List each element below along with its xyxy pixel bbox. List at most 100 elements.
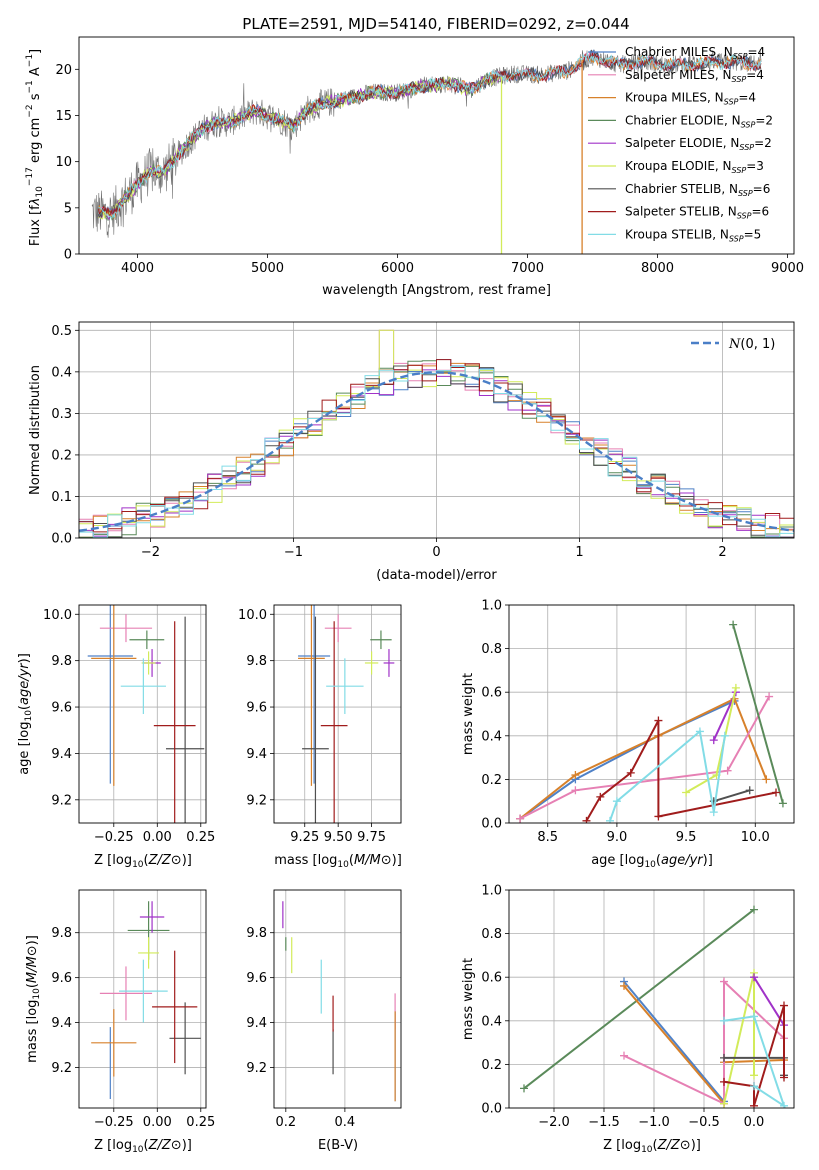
tick-label-y: 9.4 (246, 1016, 267, 1031)
legend-text: Salpeter MILES, N (625, 68, 732, 82)
label-part: −2 (25, 104, 35, 117)
series-line-kroupa-stelib (723, 1015, 786, 1108)
tick-label-y: 10.0 (238, 608, 267, 623)
label-part: log (621, 1138, 641, 1153)
point-marker (709, 808, 718, 817)
label-part: ( (25, 983, 40, 988)
tick-label-x: 9.75 (357, 830, 386, 845)
series-line-chabrier-stelib (713, 789, 750, 803)
tick-label-x: −1.0 (638, 1115, 670, 1130)
point-marker (709, 736, 718, 745)
label-part: 10 (132, 860, 144, 870)
point-marker (682, 788, 691, 797)
label-part: −1 (25, 80, 35, 93)
tick-label-y: 1.0 (481, 884, 502, 899)
legend-count: =6 (751, 205, 769, 219)
tick-label-y: 0.8 (481, 642, 502, 657)
legend-entry: Salpeter STELIB, NSSP=6 (625, 205, 769, 221)
point-marker (695, 727, 704, 736)
axis-label-y: age [log10(age/yr)] (17, 653, 34, 775)
legend-text: Salpeter STELIB, N (625, 205, 737, 219)
axis-label-x: Z [log10(Z/Z⊙)] (94, 1138, 192, 1155)
tick-label-y: 9.8 (51, 926, 72, 941)
tick-label-x: 7000 (511, 261, 544, 276)
label-part: )] (691, 1138, 701, 1153)
label-part: Z/Z⊙ (148, 1138, 182, 1153)
point-marker (762, 775, 771, 784)
point-marker (654, 716, 663, 725)
axis-label-x: Z [log10(Z/Z⊙)] (603, 1138, 701, 1155)
residuals-frame (78, 321, 795, 539)
axis-label-x: mass [log10(M/M⊙)] (274, 853, 402, 870)
label-part: age/yr (661, 853, 704, 868)
point-marker (750, 1071, 758, 1080)
point-marker (626, 768, 635, 777)
label-part: 10 (132, 1145, 144, 1155)
histogram-chabrier-miles (79, 359, 794, 538)
tick-label-x: 6000 (381, 261, 414, 276)
legend-count: =4 (738, 91, 756, 105)
label-part: Flux [f (28, 205, 43, 246)
label-part: log (625, 853, 645, 868)
label-part: Z [ (94, 1138, 112, 1153)
tick-label-x: 9000 (771, 261, 804, 276)
axis-label-y: mass weight (461, 673, 476, 755)
point-marker (520, 1084, 528, 1093)
tick-label-y: 15 (55, 109, 72, 124)
legend-count: =4 (746, 68, 764, 82)
legend-count: =4 (747, 45, 765, 59)
point-marker (720, 1099, 728, 1108)
mass_vs_Z-axes: −0.25 0.00 0.25 9.2 9.4 9.6 9.8 (51, 890, 215, 1130)
label-part: λ (28, 198, 43, 207)
age_vs_mass-axes: 9.25 9.50 9.75 9.2 9.4 9.6 9.8 10.0 (238, 605, 401, 845)
series-line-chabrier-miles (623, 980, 725, 1103)
legend-entry: Salpeter ELODIE, NSSP=2 (625, 136, 772, 152)
label-part: )] (182, 1138, 192, 1153)
point-marker (750, 1082, 758, 1091)
tick-label-y: 20 (55, 63, 72, 78)
point-marker (582, 816, 591, 823)
legend-entry: Salpeter MILES, NSSP=4 (625, 68, 764, 84)
point-marker (729, 620, 738, 629)
age_vs_mass-frame (273, 604, 402, 824)
tick-label-y: 10 (55, 155, 72, 170)
axis-label-x: E(B-V) (318, 1138, 358, 1153)
label-part: )] (182, 853, 192, 868)
label-part: 10 (32, 988, 42, 1000)
tick-label-y: 9.4 (51, 747, 72, 762)
point-marker (720, 731, 729, 740)
legend-entry: Chabrier ELODIE, NSSP=2 (625, 113, 773, 129)
label-part: −17 (25, 167, 35, 186)
point-marker (778, 799, 787, 808)
spectrum-frame (78, 36, 795, 255)
weight_vs_age-axes: 8.5 9.0 9.5 10.0 0.0 0.2 0.4 0.6 0.8 1.0 (481, 599, 794, 845)
label-part: 10 (337, 860, 349, 870)
series-line-salpeter-stelib (585, 720, 777, 822)
label-part: log (112, 853, 132, 868)
point-marker (780, 1073, 788, 1082)
figure-title: PLATE=2591, MJD=54140, FIBERID=0292, z=0… (242, 15, 629, 33)
tick-label-x: −2 (141, 545, 160, 560)
legend-count: =6 (753, 182, 771, 196)
tick-label-y: 0.0 (481, 817, 502, 832)
point-marker (516, 814, 525, 823)
label-part: log (112, 1138, 132, 1153)
tick-label-x: 0.25 (186, 830, 215, 845)
label-part: Z [ (603, 1138, 621, 1153)
label-part: mass [ (274, 853, 317, 868)
label-part: )] (25, 935, 40, 945)
axis-label-x: (data-model)/error (376, 568, 497, 583)
tick-label-y: 9.6 (51, 971, 72, 986)
label-part: 10 (35, 186, 45, 198)
series-line-chabrier-elodie (732, 624, 784, 804)
legend-symbol: N (728, 337, 741, 352)
legend-count: =2 (755, 113, 773, 127)
series-line-chabrier-miles (519, 699, 735, 820)
legend-sub: SSP (737, 212, 752, 221)
tick-label-x: 8000 (641, 261, 674, 276)
axis-label-y: mass weight (461, 958, 476, 1040)
tick-label-y: 9.4 (51, 1016, 72, 1031)
tick-label-x: 4000 (121, 261, 154, 276)
tick-label-x: 0.0 (744, 1115, 765, 1130)
tick-label-y: 0.0 (51, 532, 72, 547)
